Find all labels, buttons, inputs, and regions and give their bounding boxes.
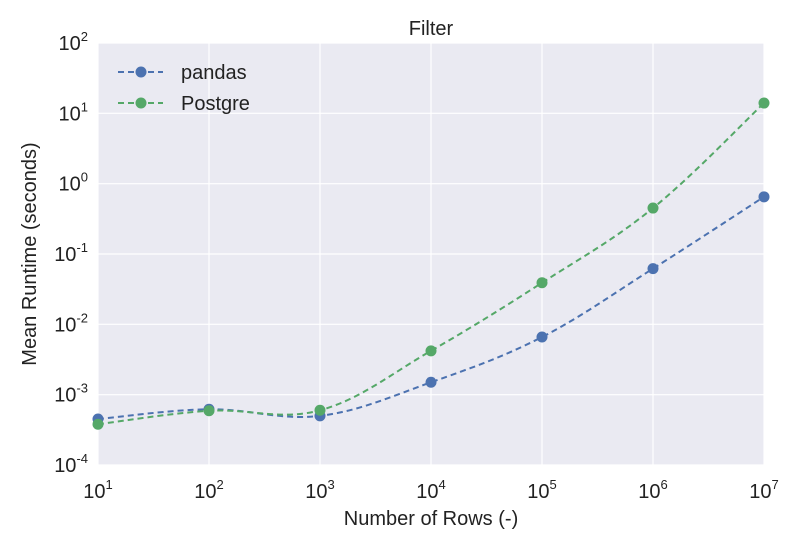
y-tick-label: 10-2 (54, 310, 88, 336)
series-layer (92, 97, 770, 430)
data-point (425, 345, 437, 357)
legend-label: Postgre (181, 93, 250, 115)
legend-item: Postgre (118, 93, 250, 115)
x-tick-label: 106 (638, 477, 667, 503)
series-postgre (92, 97, 770, 430)
data-point (425, 376, 437, 388)
y-axis-title: Mean Runtime (seconds) (19, 142, 41, 365)
x-tick-labels: 101 102 103 104 105 106 107 (83, 477, 778, 503)
legend-marker (135, 97, 147, 109)
legend-item: pandas (118, 62, 247, 84)
y-tick-label: 10-4 (54, 451, 88, 477)
grid (97, 42, 765, 466)
legend: pandas Postgre (118, 62, 250, 115)
data-point (314, 404, 326, 416)
x-tick-label: 101 (83, 477, 112, 503)
data-point (536, 331, 548, 343)
data-point (647, 263, 659, 275)
y-tick-label: 10-1 (54, 240, 88, 266)
data-point (536, 277, 548, 289)
y-tick-label: 101 (59, 99, 88, 125)
legend-label: pandas (181, 62, 247, 84)
data-point (758, 97, 770, 109)
y-tick-label: 100 (59, 170, 88, 196)
legend-marker (135, 66, 147, 78)
y-tick-label: 102 (59, 29, 88, 55)
data-point (758, 191, 770, 203)
y-tick-label: 10-3 (54, 381, 88, 407)
x-tick-label: 103 (305, 477, 334, 503)
data-point (203, 405, 215, 417)
x-tick-label: 105 (527, 477, 556, 503)
data-point (92, 418, 104, 430)
chart-title: Filter (409, 18, 454, 40)
x-tick-label: 107 (749, 477, 778, 503)
y-tick-labels: 10-4 10-3 10-2 10-1 100 101 102 (54, 29, 88, 477)
x-tick-label: 104 (416, 477, 445, 503)
x-axis-title: Number of Rows (-) (344, 508, 518, 530)
x-tick-label: 102 (194, 477, 223, 503)
data-point (647, 202, 659, 214)
